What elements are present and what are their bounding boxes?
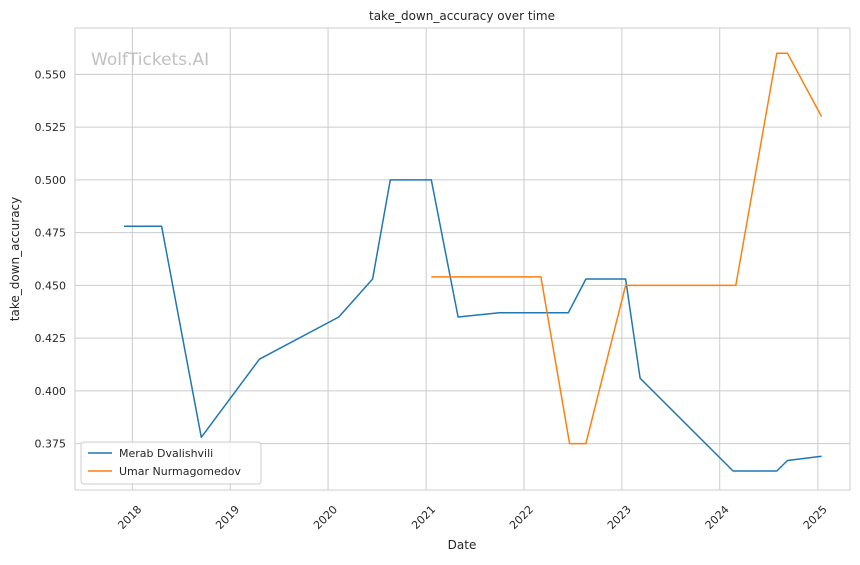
y-tick-label: 0.550	[35, 68, 67, 81]
x-axis-ticks: 2018 2019 2020 2021 2022 2023 2024 2025	[115, 503, 829, 532]
legend-label-umar: Umar Nurmagomedov	[119, 465, 241, 478]
y-tick-label: 0.475	[35, 227, 67, 240]
grid	[75, 28, 850, 490]
x-tick-label: 2020	[311, 503, 340, 532]
legend: Merab Dvalishvili Umar Nurmagomedov	[80, 441, 262, 485]
y-tick-label: 0.400	[35, 385, 67, 398]
y-tick-label: 0.450	[35, 279, 67, 292]
legend-box	[80, 441, 262, 485]
series-layer	[124, 52, 823, 472]
chart-title: take_down_accuracy over time	[369, 9, 555, 23]
x-tick-label: 2018	[115, 503, 144, 532]
watermark: WolfTickets.AI	[91, 50, 209, 70]
x-tick-label: 2025	[801, 503, 830, 532]
x-tick-label: 2019	[213, 503, 242, 532]
legend-label-merab: Merab Dvalishvili	[119, 447, 213, 460]
x-tick-label: 2023	[605, 503, 634, 532]
y-tick-label: 0.375	[35, 438, 67, 451]
series-line-merab	[124, 179, 822, 472]
y-tick-label: 0.525	[35, 121, 67, 134]
x-tick-label: 2021	[409, 503, 438, 532]
x-axis-label: Date	[448, 538, 477, 552]
plot-frame	[74, 27, 851, 491]
y-axis-ticks: 0.375 0.400 0.425 0.450 0.475 0.500 0.525 0.550	[35, 68, 67, 450]
y-axis-label: take_down_accuracy	[8, 197, 22, 321]
x-tick-label: 2024	[703, 503, 732, 532]
x-tick-label: 2022	[507, 503, 536, 532]
series-line-umar	[431, 52, 823, 445]
y-tick-label: 0.425	[35, 332, 67, 345]
y-tick-label: 0.500	[35, 174, 67, 187]
